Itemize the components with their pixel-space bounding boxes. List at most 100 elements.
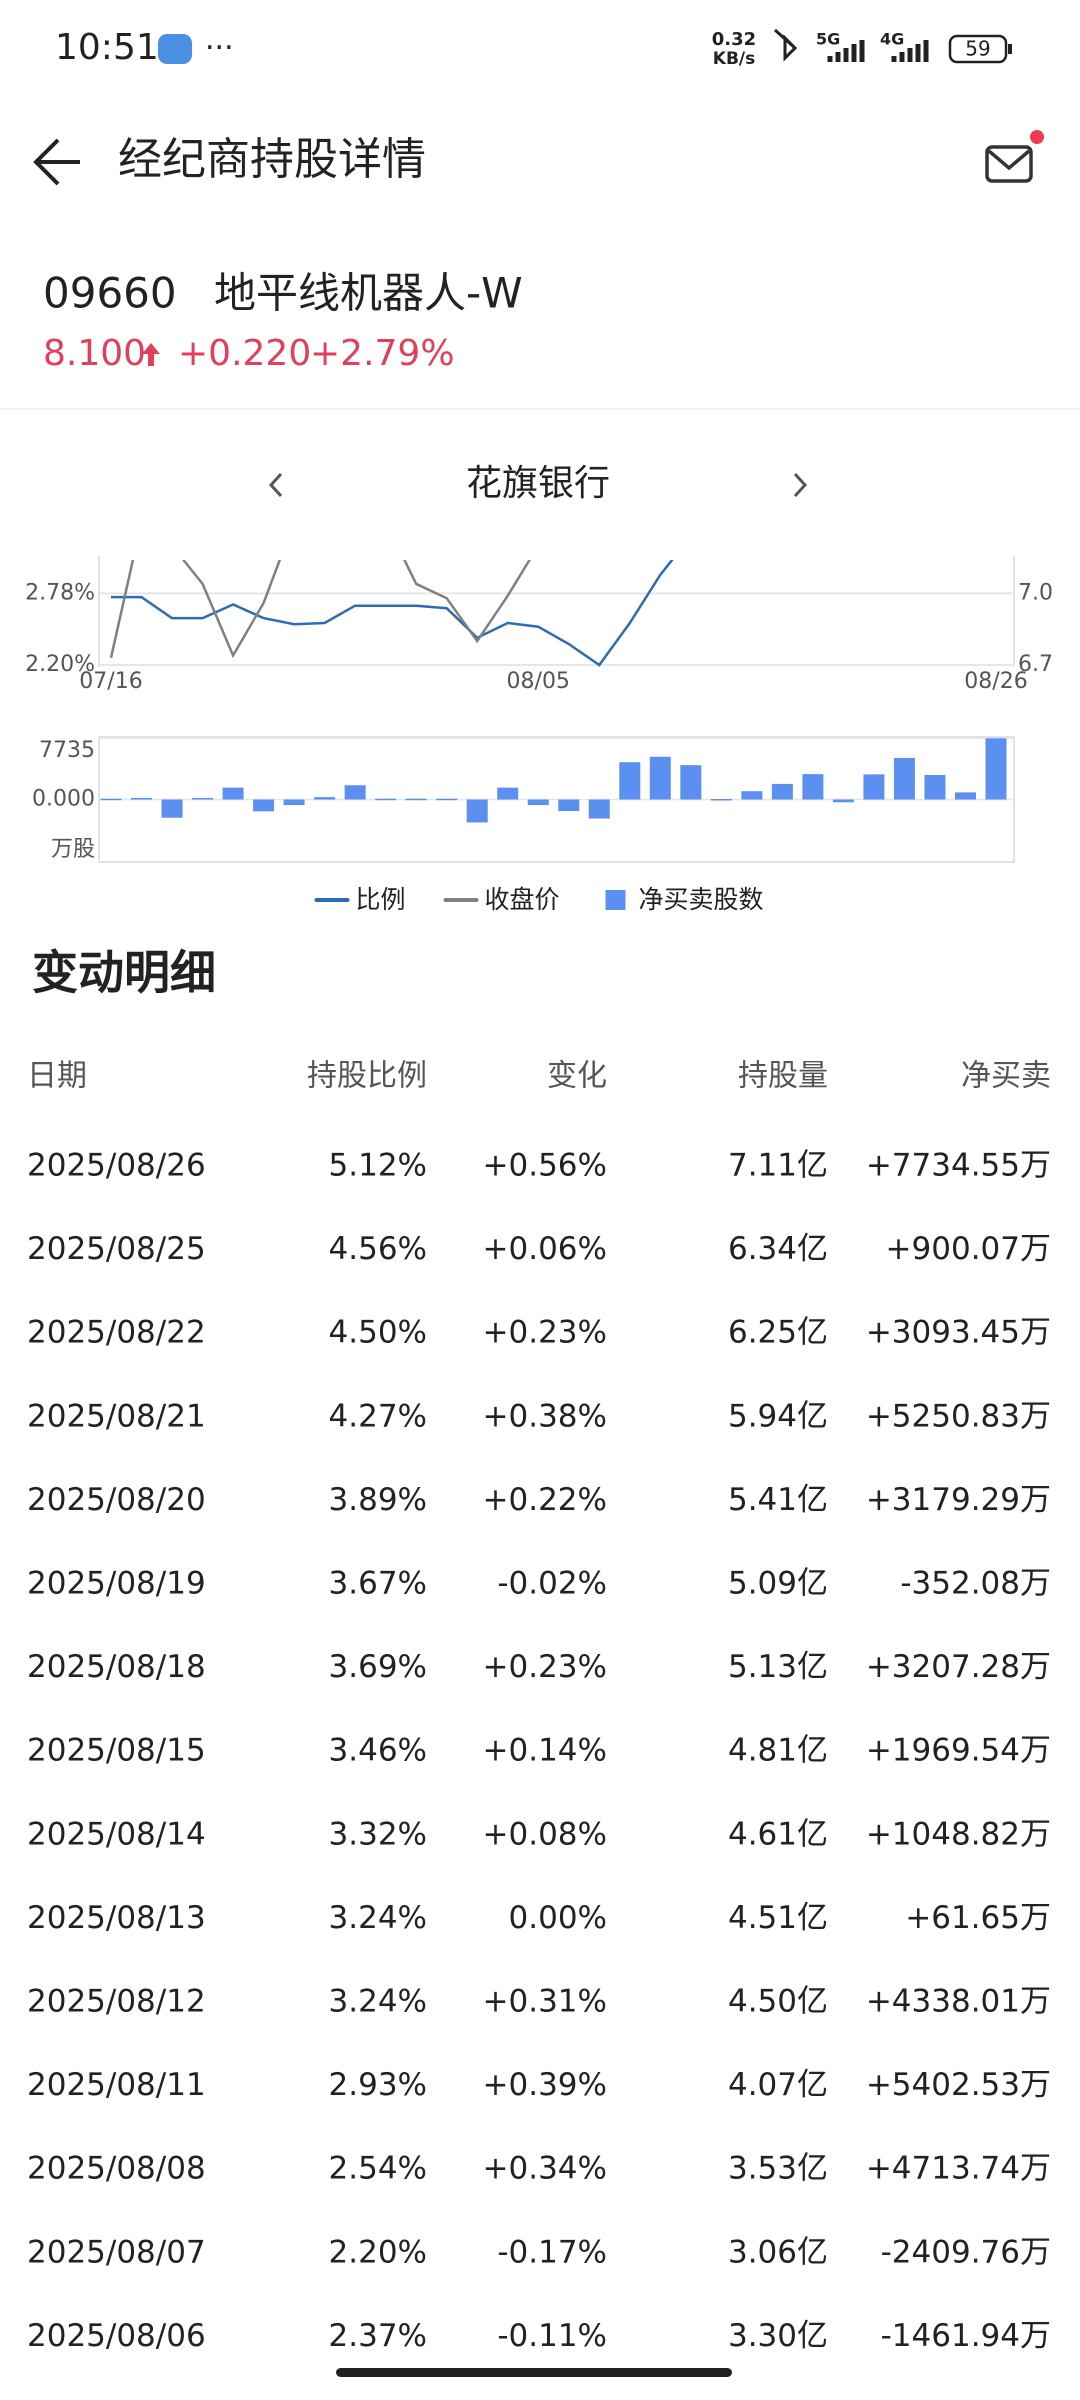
stock-name: 地平线机器人-W — [214, 269, 523, 318]
table-cell: +0.34% — [483, 2151, 607, 2187]
bar — [466, 799, 488, 823]
bar — [802, 774, 824, 800]
next-broker[interactable] — [793, 472, 808, 498]
table-header: 变化 — [547, 1059, 607, 1094]
bar — [954, 792, 976, 800]
legend-label: 比例 — [356, 885, 406, 914]
mail-flap — [987, 149, 1031, 171]
bar — [131, 797, 153, 800]
bar — [985, 738, 1007, 800]
x-tick-label: 08/26 — [964, 669, 1027, 694]
table-cell: 2025/08/22 — [27, 1315, 206, 1351]
table-cell: +1048.82万 — [866, 1816, 1051, 1852]
table-cell: 2025/08/15 — [27, 1733, 206, 1769]
table-cell: 3.46% — [329, 1733, 427, 1769]
table-cell: 6.34亿 — [728, 1231, 828, 1267]
table-cell: +4713.74万 — [866, 2151, 1051, 2187]
bar — [649, 756, 671, 800]
table-cell: -352.08万 — [900, 1566, 1051, 1602]
y-tick-label: 7735 — [39, 738, 95, 763]
message-button[interactable] — [985, 130, 1044, 183]
section-title: 变动明细 — [32, 946, 216, 1000]
bar — [741, 791, 763, 800]
y-axis-unit: 万股 — [51, 837, 95, 862]
battery-level: 59 — [965, 37, 990, 61]
table-cell: 0.00% — [509, 1900, 607, 1936]
bar — [222, 787, 244, 800]
bluetooth-icon — [773, 28, 798, 62]
bar — [405, 798, 427, 801]
table-cell: +5402.53万 — [866, 2067, 1051, 2103]
table-cell: 3.32% — [329, 1816, 427, 1852]
table-cell: 3.67% — [329, 1566, 427, 1602]
mail-icon — [985, 145, 1033, 183]
table-cell: +61.65万 — [905, 1900, 1051, 1936]
table-cell: -1461.94万 — [881, 2318, 1051, 2354]
divider — [0, 408, 1080, 410]
table-cell: 5.41亿 — [728, 1482, 828, 1518]
bar — [680, 765, 702, 800]
table-cell: 4.56% — [329, 1231, 427, 1267]
table-cell: 2025/08/06 — [27, 2318, 206, 2354]
table-cell: 2025/08/13 — [27, 1900, 206, 1936]
home-indicator — [336, 2368, 732, 2377]
table-cell: +0.39% — [483, 2067, 607, 2103]
table-cell: -2409.76万 — [881, 2234, 1051, 2270]
table-cell: 3.30亿 — [728, 2318, 828, 2354]
table-cell: -0.17% — [497, 2234, 607, 2270]
y-tick-label: 2.78% — [25, 580, 95, 605]
battery-icon — [948, 34, 1008, 64]
table-cell: 3.24% — [329, 1984, 427, 2020]
app-icon — [158, 34, 192, 64]
table-cell: 2.37% — [329, 2318, 427, 2354]
table-cell: 4.61亿 — [728, 1816, 828, 1852]
table-cell: 2.54% — [329, 2151, 427, 2187]
y2-tick-label: 6.7 — [1018, 652, 1053, 677]
table-cell: 2025/08/12 — [27, 1984, 206, 2020]
table-cell: +0.22% — [483, 1482, 607, 1518]
table-header: 持股比例 — [307, 1059, 427, 1094]
back-button[interactable] — [33, 138, 80, 186]
legend-swatch — [605, 890, 626, 910]
bar — [527, 799, 549, 806]
signal-icon — [827, 40, 865, 62]
table-cell: 3.53亿 — [728, 2151, 828, 2187]
bar — [161, 799, 183, 818]
table-cell: 4.51亿 — [728, 1900, 828, 1936]
bar — [588, 799, 610, 819]
table-cell: +0.08% — [483, 1816, 607, 1852]
x-tick-label: 07/16 — [79, 669, 142, 694]
stock-change-pct: +2.79% — [310, 333, 455, 374]
bar — [253, 799, 275, 812]
table-cell: +0.31% — [483, 1984, 607, 2020]
prev-broker[interactable] — [268, 472, 283, 498]
bar — [344, 785, 366, 800]
table-cell: 2025/08/25 — [27, 1231, 206, 1267]
signal-icon — [891, 40, 929, 62]
table-cell: 2025/08/26 — [27, 1148, 206, 1184]
table-cell: 3.24% — [329, 1900, 427, 1936]
series-line — [111, 560, 674, 667]
bar — [863, 774, 885, 800]
table-cell: 5.09亿 — [728, 1566, 828, 1602]
bar — [283, 799, 305, 806]
table-cell: +5250.83万 — [866, 1398, 1051, 1434]
bar — [100, 798, 122, 801]
table-cell: 2025/08/21 — [27, 1398, 206, 1434]
y-tick-label: 0.000 — [32, 787, 95, 812]
table-cell: 5.94亿 — [728, 1398, 828, 1434]
table-cell: -0.11% — [497, 2318, 607, 2354]
table-cell: +0.14% — [483, 1733, 607, 1769]
table-cell: +900.07万 — [886, 1231, 1051, 1267]
bar — [375, 798, 397, 801]
net-speed: 0.32 — [712, 29, 756, 50]
table-header: 净买卖 — [961, 1059, 1051, 1094]
table-cell: 7.11亿 — [728, 1148, 828, 1184]
status-time: 10:51 — [55, 27, 159, 68]
table-cell: 2.93% — [329, 2067, 427, 2103]
net-speed-unit: KB/s — [713, 49, 755, 69]
table-header: 日期 — [27, 1059, 87, 1094]
net2: 4G — [880, 30, 904, 49]
table-cell: 2025/08/08 — [27, 2151, 206, 2187]
